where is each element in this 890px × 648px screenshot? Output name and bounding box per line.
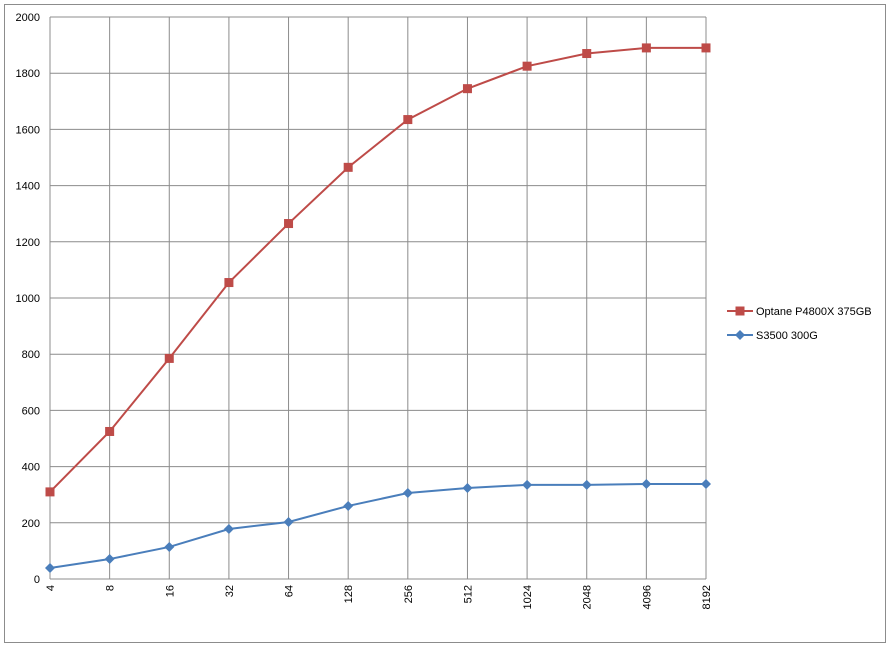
marker	[522, 61, 532, 71]
series-line	[49, 46, 706, 493]
y-tick-label: 600	[22, 405, 40, 417]
marker	[582, 49, 592, 59]
marker	[223, 523, 234, 534]
x-tick-label: 256	[403, 585, 415, 603]
marker	[701, 479, 711, 490]
marker	[45, 487, 55, 497]
x-tick-label: 512	[462, 585, 474, 603]
marker	[105, 426, 115, 436]
marker	[402, 488, 413, 499]
marker	[701, 43, 711, 53]
legend-label: Optane P4800X 375GB	[756, 306, 872, 318]
y-tick-label: 200	[22, 518, 40, 530]
marker	[462, 482, 473, 493]
x-tick-label: 64	[284, 585, 296, 597]
x-tick-label: 4	[45, 585, 57, 591]
y-tick-label: 1800	[16, 68, 40, 80]
marker	[283, 516, 294, 527]
marker	[735, 330, 745, 340]
y-tick-label: 1000	[16, 293, 40, 305]
x-tick-label: 8	[105, 585, 117, 591]
chart-frame	[4, 4, 886, 643]
marker	[284, 219, 294, 229]
y-tick-label: 0	[34, 574, 40, 586]
y-tick-label: 400	[22, 462, 40, 474]
x-tick-label: 16	[164, 585, 176, 597]
y-tick-label: 1200	[16, 237, 40, 249]
y-tick-label: 1400	[16, 181, 40, 193]
marker	[403, 115, 413, 125]
marker	[462, 84, 472, 94]
series-line	[49, 483, 706, 570]
marker	[522, 479, 533, 490]
x-tick-label: 4096	[641, 585, 653, 609]
marker	[641, 43, 651, 53]
y-tick-label: 800	[22, 349, 40, 361]
marker	[104, 554, 115, 565]
marker	[45, 563, 55, 574]
marker	[581, 479, 592, 490]
y-tick-label: 2000	[16, 12, 40, 24]
marker	[164, 541, 175, 552]
x-tick-label: 1024	[522, 585, 534, 609]
marker	[164, 353, 174, 363]
marker	[343, 500, 354, 511]
marker	[735, 306, 745, 316]
x-tick-label: 8192	[701, 585, 713, 609]
x-tick-label: 128	[343, 585, 355, 603]
y-tick-label: 1600	[16, 124, 40, 136]
marker	[343, 162, 353, 172]
x-tick-label: 32	[224, 585, 236, 597]
marker	[224, 278, 234, 288]
x-tick-label: 2048	[582, 585, 594, 609]
legend-label: S3500 300G	[756, 330, 818, 342]
marker	[641, 479, 652, 490]
